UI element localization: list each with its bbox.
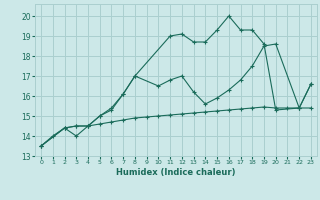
X-axis label: Humidex (Indice chaleur): Humidex (Indice chaleur) [116, 168, 236, 177]
